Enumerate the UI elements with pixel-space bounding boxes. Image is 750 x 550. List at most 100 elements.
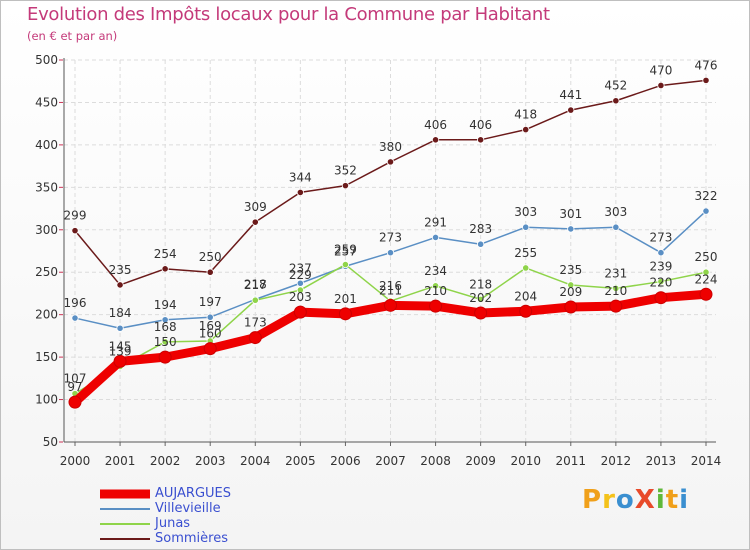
data-label-junas: 229 bbox=[289, 268, 312, 282]
data-label-sommires: 250 bbox=[199, 250, 222, 264]
data-label-villevieille: 184 bbox=[109, 306, 132, 320]
data-point-aujargues bbox=[384, 298, 397, 312]
data-label-aujargues: 204 bbox=[514, 289, 537, 303]
x-tick-label: 2008 bbox=[420, 454, 451, 468]
data-label-villevieille: 322 bbox=[695, 189, 718, 203]
legend-label-villevieille: Villevieille bbox=[155, 501, 221, 516]
data-label-junas: 139 bbox=[109, 344, 132, 358]
data-point-villevieille bbox=[386, 249, 395, 257]
data-label-villevieille: 194 bbox=[154, 298, 177, 312]
data-point-aujargues bbox=[474, 306, 488, 320]
data-point-aujargues bbox=[248, 331, 262, 345]
chart-title: Evolution des Impôts locaux pour la Comm… bbox=[27, 4, 550, 25]
data-point-junas bbox=[477, 295, 485, 303]
data-point-sommires bbox=[341, 182, 350, 190]
x-tick-label: 2009 bbox=[465, 454, 496, 468]
data-point-villevieille bbox=[567, 225, 575, 233]
y-tick-label: 400 bbox=[35, 138, 58, 152]
data-label-villevieille: 197 bbox=[199, 295, 222, 309]
data-label-villevieille: 257 bbox=[334, 244, 357, 258]
data-point-sommires bbox=[431, 136, 440, 144]
data-label-aujargues: 150 bbox=[154, 335, 177, 349]
y-tick-label: 500 bbox=[35, 53, 58, 67]
data-point-villevieille bbox=[657, 249, 665, 257]
data-label-aujargues: 210 bbox=[604, 284, 627, 298]
data-point-sommires bbox=[296, 188, 304, 197]
data-label-junas: 218 bbox=[469, 277, 492, 291]
data-label-aujargues: 202 bbox=[469, 291, 492, 305]
data-label-junas: 250 bbox=[695, 250, 718, 264]
data-point-junas bbox=[296, 286, 304, 294]
data-label-junas: 239 bbox=[649, 260, 672, 274]
data-point-aujargues bbox=[113, 354, 127, 368]
data-point-villevieille bbox=[431, 233, 440, 242]
data-point-sommires bbox=[477, 136, 485, 144]
chart-subtitle: (en € et par an) bbox=[27, 29, 118, 43]
y-tick-label: 150 bbox=[35, 350, 58, 364]
legend-label-sommieres: Sommières bbox=[155, 531, 228, 546]
data-point-sommires bbox=[522, 126, 530, 134]
data-label-sommires: 235 bbox=[109, 263, 132, 277]
data-label-sommires: 452 bbox=[604, 79, 627, 93]
data-label-aujargues: 173 bbox=[244, 316, 267, 330]
data-point-sommires bbox=[612, 97, 620, 105]
data-label-aujargues: 145 bbox=[109, 339, 132, 353]
data-point-aujargues bbox=[429, 299, 443, 313]
y-tick-label: 350 bbox=[35, 180, 58, 194]
legend-swatch-aujargues bbox=[100, 489, 150, 499]
data-point-aujargues bbox=[338, 307, 352, 321]
data-label-junas: 231 bbox=[604, 266, 627, 280]
data-label-villevieille: 301 bbox=[559, 207, 582, 221]
data-label-sommires: 476 bbox=[695, 58, 718, 72]
data-point-aujargues bbox=[293, 305, 307, 319]
x-tick-label: 2000 bbox=[60, 454, 91, 468]
data-point-sommires bbox=[251, 218, 259, 226]
data-point-junas bbox=[341, 260, 350, 269]
data-label-villevieille: 303 bbox=[604, 205, 627, 219]
y-tick-label: 250 bbox=[35, 265, 58, 279]
data-label-villevieille: 273 bbox=[379, 231, 402, 245]
data-label-villevieille: 218 bbox=[244, 277, 267, 291]
proxiti-logo: ProXiti bbox=[582, 485, 689, 515]
data-point-aujargues bbox=[68, 395, 82, 409]
logo-letter: P bbox=[582, 485, 603, 515]
data-label-sommires: 380 bbox=[379, 140, 402, 154]
data-label-junas: 217 bbox=[244, 278, 267, 292]
logo-letter: i bbox=[655, 485, 666, 515]
data-label-sommires: 352 bbox=[334, 164, 357, 178]
data-label-sommires: 418 bbox=[514, 108, 537, 122]
data-label-villevieille: 273 bbox=[649, 231, 672, 245]
data-label-villevieille: 196 bbox=[64, 296, 87, 310]
data-label-sommires: 441 bbox=[559, 88, 582, 102]
x-tick-label: 2010 bbox=[510, 454, 541, 468]
x-tick-label: 2007 bbox=[375, 454, 406, 468]
data-point-junas bbox=[657, 277, 665, 286]
y-tick-label: 200 bbox=[35, 308, 58, 322]
data-label-sommires: 254 bbox=[154, 247, 177, 261]
x-tick-label: 2012 bbox=[601, 454, 632, 468]
data-point-junas bbox=[702, 268, 710, 276]
data-point-junas bbox=[522, 264, 530, 272]
data-point-junas bbox=[612, 284, 620, 292]
data-label-sommires: 406 bbox=[469, 118, 492, 132]
x-tick-label: 2014 bbox=[691, 454, 722, 468]
data-label-junas: 234 bbox=[424, 264, 447, 278]
data-label-sommires: 406 bbox=[424, 118, 447, 132]
data-point-villevieille bbox=[71, 314, 79, 322]
data-label-junas: 259 bbox=[334, 243, 357, 257]
data-label-villevieille: 303 bbox=[514, 205, 537, 219]
data-point-aujargues bbox=[609, 299, 623, 313]
data-label-aujargues: 210 bbox=[424, 284, 447, 298]
data-label-sommires: 309 bbox=[244, 200, 267, 214]
data-label-villevieille: 283 bbox=[469, 222, 492, 236]
x-tick-label: 2013 bbox=[646, 454, 677, 468]
data-point-junas bbox=[161, 338, 169, 346]
legend-label-junas: Junas bbox=[155, 516, 191, 531]
data-label-aujargues: 211 bbox=[379, 283, 402, 297]
data-point-sommires bbox=[161, 265, 169, 273]
data-label-junas: 255 bbox=[514, 246, 537, 260]
data-label-junas: 169 bbox=[199, 319, 222, 333]
data-point-villevieille bbox=[702, 207, 710, 215]
logo-letter: X bbox=[634, 485, 656, 515]
